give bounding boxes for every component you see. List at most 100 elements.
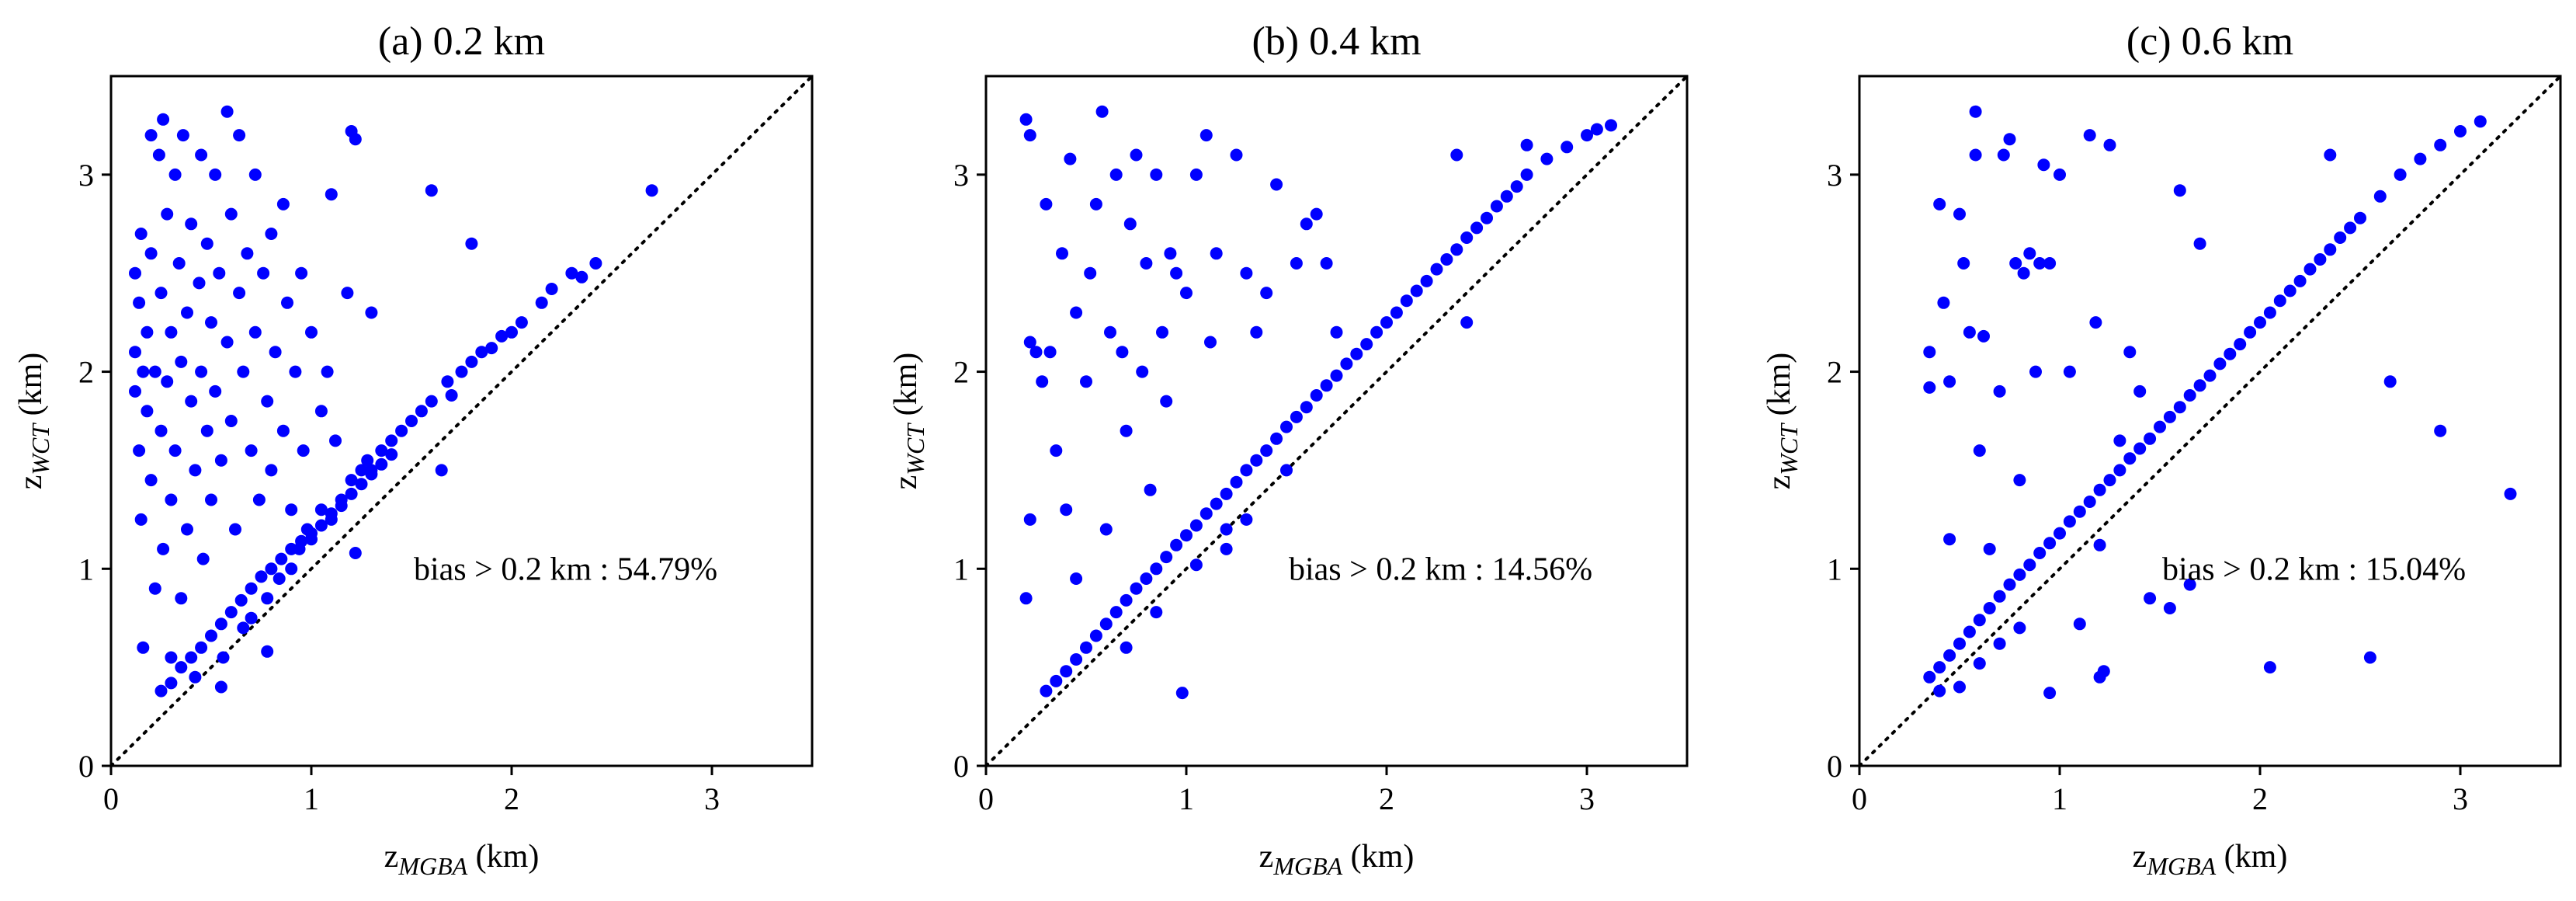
scatter-point xyxy=(189,670,202,684)
y-tick-label: 0 xyxy=(78,749,94,784)
scatter-point xyxy=(1280,464,1293,477)
scatter-point xyxy=(2083,496,2096,508)
scatter-point xyxy=(2043,687,2057,700)
scatter-point xyxy=(1250,454,1263,467)
scatter-point xyxy=(425,184,438,197)
scatter-point xyxy=(1109,606,1123,619)
scatter-point xyxy=(2003,133,2016,146)
scatter-point xyxy=(435,464,448,477)
scatter-point xyxy=(189,464,202,477)
scatter-point xyxy=(1260,287,1273,300)
scatter-point xyxy=(241,247,254,260)
scatter-point xyxy=(196,552,210,565)
scatter-point xyxy=(1220,523,1233,536)
scatter-point xyxy=(154,424,168,437)
scatter-point xyxy=(248,168,262,181)
scatter-point xyxy=(1963,325,1976,339)
scatter-point xyxy=(205,629,217,642)
panel-3: (c) 0.6 km 0 1 2 3 0 1 2 3 zMGBA (km) zWCT (km) bia… xyxy=(1762,19,2562,880)
scatter-point xyxy=(185,217,198,231)
scatter-point xyxy=(229,523,241,536)
scatter-point xyxy=(355,478,368,491)
scatter-point xyxy=(1109,168,1123,181)
scatter-point xyxy=(1943,533,1956,546)
scatter-point xyxy=(1590,123,1603,136)
scatter-point xyxy=(2097,665,2110,678)
scatter-point xyxy=(1220,487,1233,500)
scatter-point xyxy=(565,266,578,280)
scatter-point xyxy=(137,365,150,378)
scatter-point xyxy=(237,621,250,635)
bias-annotation: bias > 0.2 km : 14.56% xyxy=(1289,551,1592,587)
scatter-point xyxy=(1420,274,1433,287)
scatter-point xyxy=(175,661,188,674)
scatter-point xyxy=(141,325,154,339)
scatter-point xyxy=(1070,653,1083,666)
scatter-point xyxy=(2013,621,2026,635)
scatter-point xyxy=(375,444,388,457)
scatter-point xyxy=(495,329,509,343)
scatter-point xyxy=(1993,637,2006,650)
scatter-point xyxy=(314,405,328,418)
scatter-point xyxy=(1099,617,1113,631)
chart-title: (b) 0.4 km xyxy=(1252,19,1421,64)
scatter-point xyxy=(1520,138,1533,151)
scatter-point xyxy=(1977,329,1990,343)
scatter-point xyxy=(2037,158,2050,172)
scatter-point xyxy=(220,336,234,349)
scatter-point xyxy=(405,415,418,427)
scatter-point xyxy=(276,424,290,437)
scatter-point xyxy=(1310,207,1323,221)
scatter-point xyxy=(1140,572,1153,585)
scatter-point xyxy=(1320,379,1333,392)
x-axis-label: zMGBA (km) xyxy=(384,839,540,880)
scatter-point xyxy=(2504,487,2517,500)
scatter-point xyxy=(1056,247,1068,260)
scatter-point xyxy=(1270,178,1283,191)
scatter-point xyxy=(2183,578,2196,591)
scatter-point xyxy=(2244,325,2257,339)
scatter-point xyxy=(1036,375,1049,388)
scatter-point xyxy=(2334,231,2347,244)
scatter-point xyxy=(2123,452,2137,465)
scatter-point xyxy=(1290,257,1303,270)
scatter-point xyxy=(1250,325,1263,339)
scatter-point xyxy=(1510,180,1523,193)
scatter-point xyxy=(349,133,362,146)
scatter-point xyxy=(213,266,226,280)
scatter-point xyxy=(1953,680,1966,694)
scatter-point xyxy=(1450,148,1463,162)
scatter-point xyxy=(2273,294,2286,308)
scatter-point xyxy=(1050,444,1063,457)
plot-frame xyxy=(109,75,814,767)
scatter-point xyxy=(1290,410,1303,423)
scatter-point xyxy=(2013,474,2026,487)
scatter-point xyxy=(224,415,238,427)
scatter-point xyxy=(1023,129,1036,142)
scatter-point xyxy=(1500,190,1513,203)
scatter-point xyxy=(1993,590,2006,603)
scatter-point xyxy=(154,287,168,300)
scatter-point xyxy=(2363,651,2376,664)
scatter-point xyxy=(2183,389,2196,402)
scatter-point xyxy=(148,582,161,595)
scatter-point xyxy=(365,306,378,319)
scatter-point xyxy=(1973,614,1986,627)
scatter-point xyxy=(361,454,374,467)
scatter-point xyxy=(1993,384,2006,398)
chart-title: (c) 0.6 km xyxy=(2126,19,2293,64)
scatter-point xyxy=(2283,284,2297,297)
scatter-point xyxy=(245,444,258,457)
scatter-point xyxy=(245,582,258,595)
scatter-point xyxy=(365,468,378,481)
scatter-point xyxy=(1029,346,1043,359)
scatter-point xyxy=(252,493,266,506)
scatter-point xyxy=(285,562,298,576)
plot-frame xyxy=(1858,75,2562,767)
scatter-points xyxy=(1019,105,1617,700)
scatter-point xyxy=(1150,168,1163,181)
scatter-point xyxy=(220,105,234,118)
scatter-point xyxy=(261,645,274,658)
reference-diagonal xyxy=(984,75,1689,767)
scatter-point xyxy=(355,464,368,477)
